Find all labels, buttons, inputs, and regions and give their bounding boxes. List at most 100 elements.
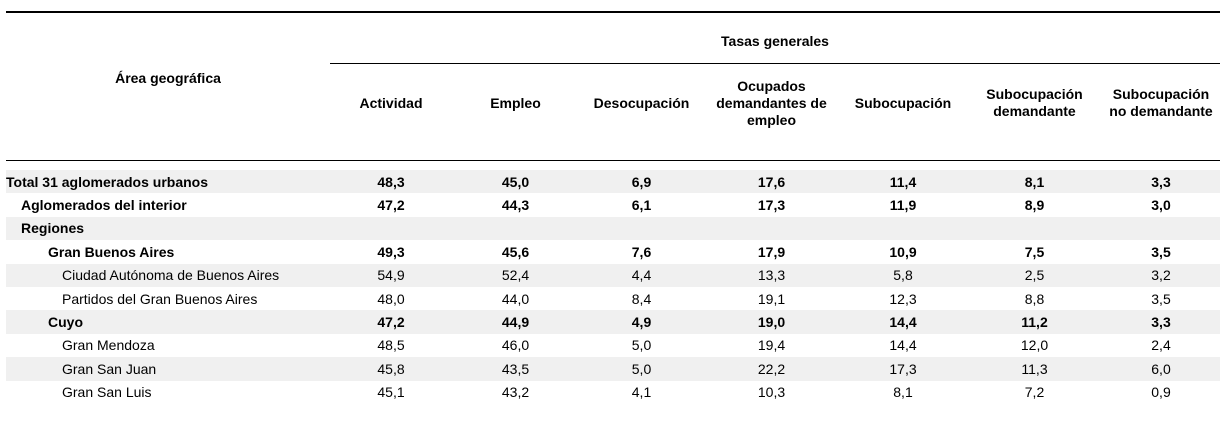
col-empleo-value: 44,0 xyxy=(501,290,530,307)
table-row: Ciudad Autónoma de Buenos Aires 54,9 52,4 4… xyxy=(6,263,1220,287)
row-area-name: Gran San Luis xyxy=(62,384,152,401)
col-subocupacion-demandante-value: 7,2 xyxy=(1024,384,1045,401)
col-empleo-value: 45,6 xyxy=(501,243,530,260)
table-row: Gran Buenos Aires 49,3 45,6 7,6 17,9 10,9 7,5 3… xyxy=(6,240,1220,263)
col-empleo-value: 45,0 xyxy=(452,170,579,194)
table-body: Total 31 aglomerados urbanos 48,3 45,0 6,9 1… xyxy=(6,170,1220,404)
col-subocupacion-demandante-value: 8,8 xyxy=(1024,290,1045,307)
table-row: Gran San Juan 45,8 43,5 5,0 22,2 17,3 11,3 6,0 xyxy=(6,357,1220,381)
column-header-line: Subocupación xyxy=(986,86,1083,102)
col-desocupacion-value: 5,0 xyxy=(631,337,652,354)
col-actividad-value: 48,5 xyxy=(377,337,405,354)
top-rule xyxy=(6,11,1220,13)
col-desocupacion-value: 6,9 xyxy=(579,170,704,194)
col-subocupacion-no-demandante-value: 3,5 xyxy=(1151,243,1171,260)
row-area-name: Ciudad Autónoma de Buenos Aires xyxy=(6,263,330,287)
table-row: Total 31 aglomerados urbanos 48,3 45,0 6,9 1… xyxy=(6,170,1220,194)
table-row: Gran Mendoza 48,5 46,0 5,0 19,4 14,4 12,0 2,4 xyxy=(6,334,1220,357)
column-header-line: empleo xyxy=(746,111,796,128)
col-ocupados-demandantes-value: 10,3 xyxy=(757,384,786,401)
col-actividad-value: 48,3 xyxy=(330,170,452,194)
header-bottom-rule xyxy=(6,160,1220,161)
col-subocupacion-no-demandante-value: 3,5 xyxy=(1151,290,1171,307)
table-row: Regiones xyxy=(6,216,1220,241)
col-actividad-value: 54,9 xyxy=(330,263,452,287)
row-area-name: Partidos del Gran Buenos Aires xyxy=(62,290,258,307)
col-subocupacion-no-demandante-value: 2,4 xyxy=(1151,337,1171,354)
col-subocupacion-demandante-value: 11,3 xyxy=(967,357,1102,381)
col-ocupados-demandantes-value: 17,6 xyxy=(704,170,839,194)
col-subocupacion-demandante-value: 2,5 xyxy=(967,263,1102,287)
col-desocupacion-value: 6,1 xyxy=(631,197,652,214)
column-header-line: Subocupación xyxy=(1112,86,1210,102)
col-ocupados-demandantes-value: 19,1 xyxy=(757,290,786,307)
row-area-name: Gran Buenos Aires xyxy=(48,243,175,260)
area-header: Área geográfica xyxy=(115,70,221,86)
col-actividad-value: 48,0 xyxy=(377,290,405,307)
col-empleo-value: 46,0 xyxy=(501,337,530,354)
col-subocupacion-value: 14,4 xyxy=(889,337,917,354)
col-empleo-value xyxy=(452,216,579,241)
column-header-line: demandantes de xyxy=(716,94,827,111)
col-subocupacion-no-demandante-value: 3,0 xyxy=(1151,197,1171,214)
col-actividad-value: 47,2 xyxy=(377,197,405,214)
col-empleo-header: Empleo xyxy=(452,72,579,134)
table-row: Gran San Luis 45,1 43,2 4,1 10,3 8,1 7,2 0,9 xyxy=(6,381,1220,404)
col-desocupacion-value: 4,9 xyxy=(579,310,704,334)
col-ocupados-demandantes-value: 17,9 xyxy=(757,243,786,260)
col-actividad-value: 49,3 xyxy=(377,243,405,260)
col-subocupacion-no-demandante-value: 3,2 xyxy=(1102,263,1220,287)
col-subocupacion-no-demandante-value: 3,3 xyxy=(1102,310,1220,334)
col-ocupados-demandantes-value: 22,2 xyxy=(704,357,839,381)
col-desocupacion-value: 4,4 xyxy=(579,263,704,287)
col-subocupacion-value: 8,1 xyxy=(893,384,913,401)
row-area-name: Regiones xyxy=(6,216,330,241)
col-subocupacion-demandante-value: 12,0 xyxy=(1020,337,1049,354)
col-ocupados-demandantes-value: 13,3 xyxy=(704,263,839,287)
col-subocupacion-value: 11,4 xyxy=(839,170,967,194)
col-subocupacion-demandante-header: Subocupación demandante xyxy=(967,72,1102,134)
col-subocupacion-demandante-value: 8,9 xyxy=(1024,197,1045,214)
col-subocupacion-value: 12,3 xyxy=(889,290,917,307)
col-subocupacion-value: 14,4 xyxy=(839,310,967,334)
col-empleo-value: 44,9 xyxy=(452,310,579,334)
col-actividad-value xyxy=(330,216,452,241)
col-empleo-value: 43,5 xyxy=(452,357,579,381)
group-header: Tasas generales xyxy=(721,33,829,49)
col-desocupacion-value: 7,6 xyxy=(631,243,652,260)
col-subocupacion-no-demandante-value xyxy=(1102,216,1220,241)
col-subocupacion-demandante-value: 8,1 xyxy=(967,170,1102,194)
column-header-line: no demandante xyxy=(1109,103,1213,119)
col-actividad-value: 45,1 xyxy=(377,384,405,401)
col-subocupacion-demandante-value xyxy=(967,216,1102,241)
table-row: Cuyo 47,2 44,9 4,9 19,0 14,4 11,2 3,3 xyxy=(6,310,1220,334)
col-subocupacion-no-demandante-value: 3,3 xyxy=(1102,170,1220,194)
col-empleo-value: 44,3 xyxy=(501,197,530,214)
group-underline xyxy=(330,63,1220,64)
col-subocupacion-value xyxy=(839,216,967,241)
row-area-name: Gran Mendoza xyxy=(62,337,155,354)
col-ocupados-demandantes-header: Ocupados demandantes de empleo xyxy=(704,72,839,134)
col-ocupados-demandantes-value: 19,4 xyxy=(757,337,786,354)
col-subocupacion-value: 5,8 xyxy=(839,263,967,287)
col-desocupacion-value xyxy=(579,216,704,241)
col-desocupacion-value: 8,4 xyxy=(631,290,652,307)
col-subocupacion-demandante-value: 7,5 xyxy=(1024,243,1045,260)
column-header-line: Desocupación xyxy=(593,94,690,111)
col-subocupacion-demandante-value: 11,2 xyxy=(967,310,1102,334)
col-empleo-value: 52,4 xyxy=(452,263,579,287)
col-actividad-value: 45,8 xyxy=(330,357,452,381)
column-header-line: demandante xyxy=(993,103,1076,119)
column-header-line: Empleo xyxy=(490,94,541,111)
col-subocupacion-value: 17,3 xyxy=(839,357,967,381)
col-desocupacion-value: 4,1 xyxy=(631,384,652,401)
column-header-line: Actividad xyxy=(359,94,423,111)
col-desocupacion-header: Desocupación xyxy=(579,72,704,134)
col-subocupacion-header: Subocupación xyxy=(839,72,967,134)
table-row: Aglomerados del interior 47,2 44,3 6,1 17,3 1… xyxy=(6,193,1220,216)
col-subocupacion-no-demandante-header: Subocupación no demandante xyxy=(1102,72,1220,134)
col-ocupados-demandantes-value xyxy=(704,216,839,241)
row-area-name: Aglomerados del interior xyxy=(21,197,187,214)
data-table: Total 31 aglomerados urbanos 48,3 45,0 6,9 1… xyxy=(6,170,1220,404)
